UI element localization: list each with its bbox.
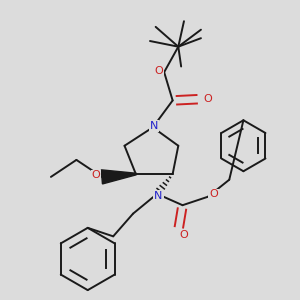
Text: O: O bbox=[154, 66, 163, 76]
Text: O: O bbox=[209, 189, 218, 200]
Text: N: N bbox=[150, 121, 158, 131]
Text: O: O bbox=[204, 94, 212, 104]
Polygon shape bbox=[101, 170, 136, 184]
Text: O: O bbox=[92, 170, 100, 181]
Text: N: N bbox=[154, 191, 163, 201]
Text: O: O bbox=[180, 230, 188, 240]
